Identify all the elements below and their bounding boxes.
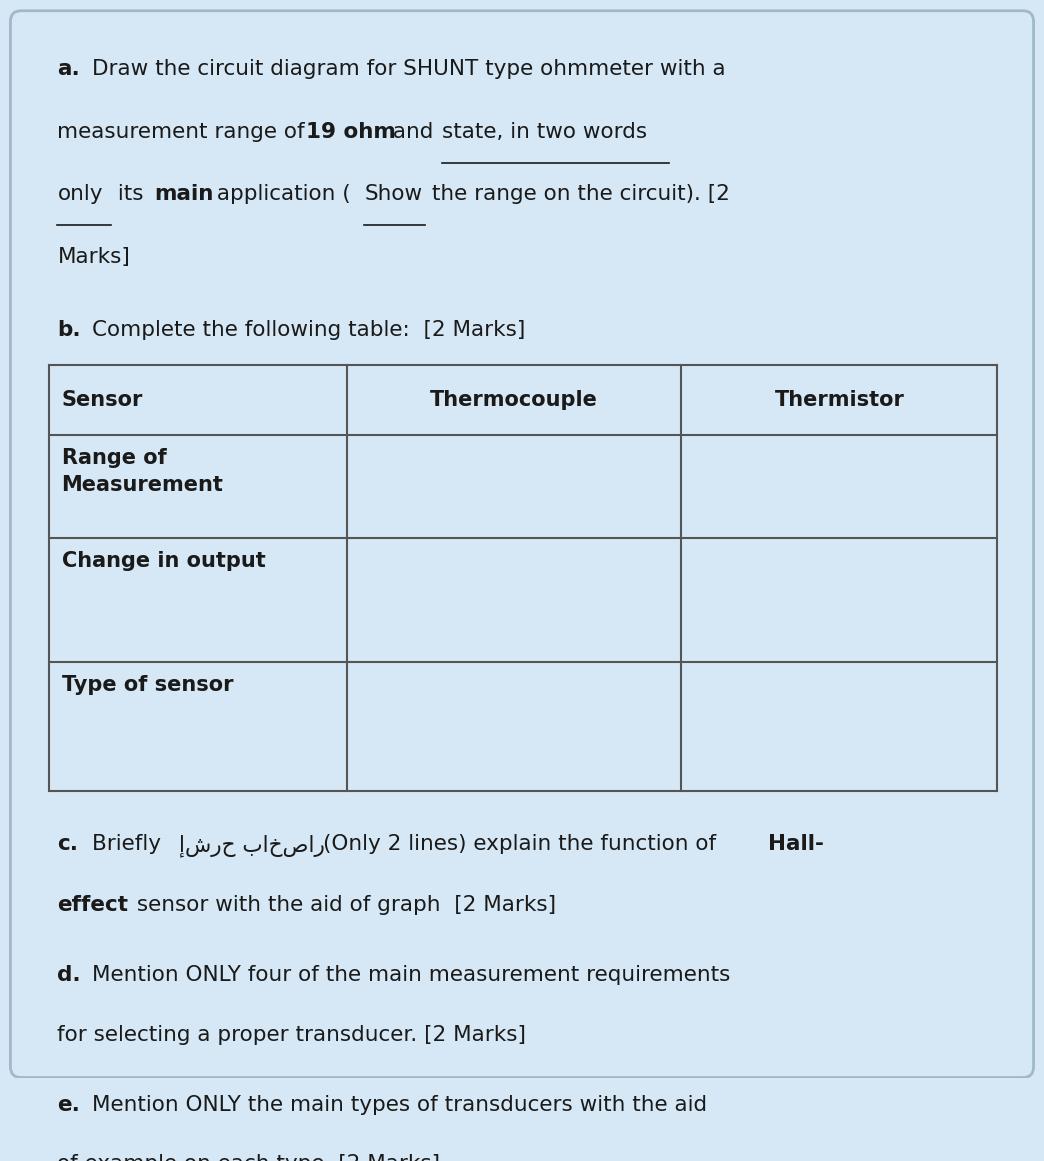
Text: main: main	[155, 185, 214, 204]
Text: measurement range of: measurement range of	[57, 122, 312, 142]
Text: Thermistor: Thermistor	[775, 390, 905, 410]
Text: Sensor: Sensor	[62, 390, 143, 410]
Text: Change in output: Change in output	[62, 550, 265, 570]
Text: Briefly: Briefly	[92, 834, 168, 854]
Text: Type of sensor: Type of sensor	[62, 675, 233, 694]
Text: its: its	[111, 185, 150, 204]
Text: Show: Show	[364, 185, 423, 204]
Text: only: only	[57, 185, 103, 204]
Text: (Only 2 lines) explain the function of: (Only 2 lines) explain the function of	[323, 834, 722, 854]
Text: Hall-: Hall-	[768, 834, 825, 854]
Text: effect: effect	[57, 895, 128, 915]
Text: e.: e.	[57, 1095, 80, 1115]
Text: Mention ONLY the main types of transducers with the aid: Mention ONLY the main types of transduce…	[92, 1095, 707, 1115]
Text: Thermocouple: Thermocouple	[430, 390, 597, 410]
Text: application (: application (	[210, 185, 351, 204]
Text: and: and	[386, 122, 441, 142]
Text: b.: b.	[57, 320, 81, 340]
Text: for selecting a proper transducer. [2 Marks]: for selecting a proper transducer. [2 Ma…	[57, 1025, 526, 1045]
Text: the range on the circuit). [2: the range on the circuit). [2	[425, 185, 730, 204]
FancyBboxPatch shape	[10, 10, 1034, 1077]
Text: state, in two words: state, in two words	[442, 122, 646, 142]
Text: إشرح باخصار: إشرح باخصار	[179, 834, 325, 857]
Text: Mention ONLY four of the main measurement requirements: Mention ONLY four of the main measuremen…	[92, 966, 730, 986]
Text: Range of
Measurement: Range of Measurement	[62, 448, 223, 495]
Text: c.: c.	[57, 834, 78, 854]
Text: 19 ohm: 19 ohm	[306, 122, 396, 142]
Text: sensor with the aid of graph  [2 Marks]: sensor with the aid of graph [2 Marks]	[130, 895, 556, 915]
Text: a.: a.	[57, 59, 80, 79]
Text: Draw the circuit diagram for SHUNT type ohmmeter with a: Draw the circuit diagram for SHUNT type …	[92, 59, 726, 79]
Text: Marks]: Marks]	[57, 247, 130, 267]
Text: d.: d.	[57, 966, 81, 986]
Text: of example on each type. [2 Marks]: of example on each type. [2 Marks]	[57, 1154, 441, 1161]
Text: Complete the following table:  [2 Marks]: Complete the following table: [2 Marks]	[92, 320, 525, 340]
